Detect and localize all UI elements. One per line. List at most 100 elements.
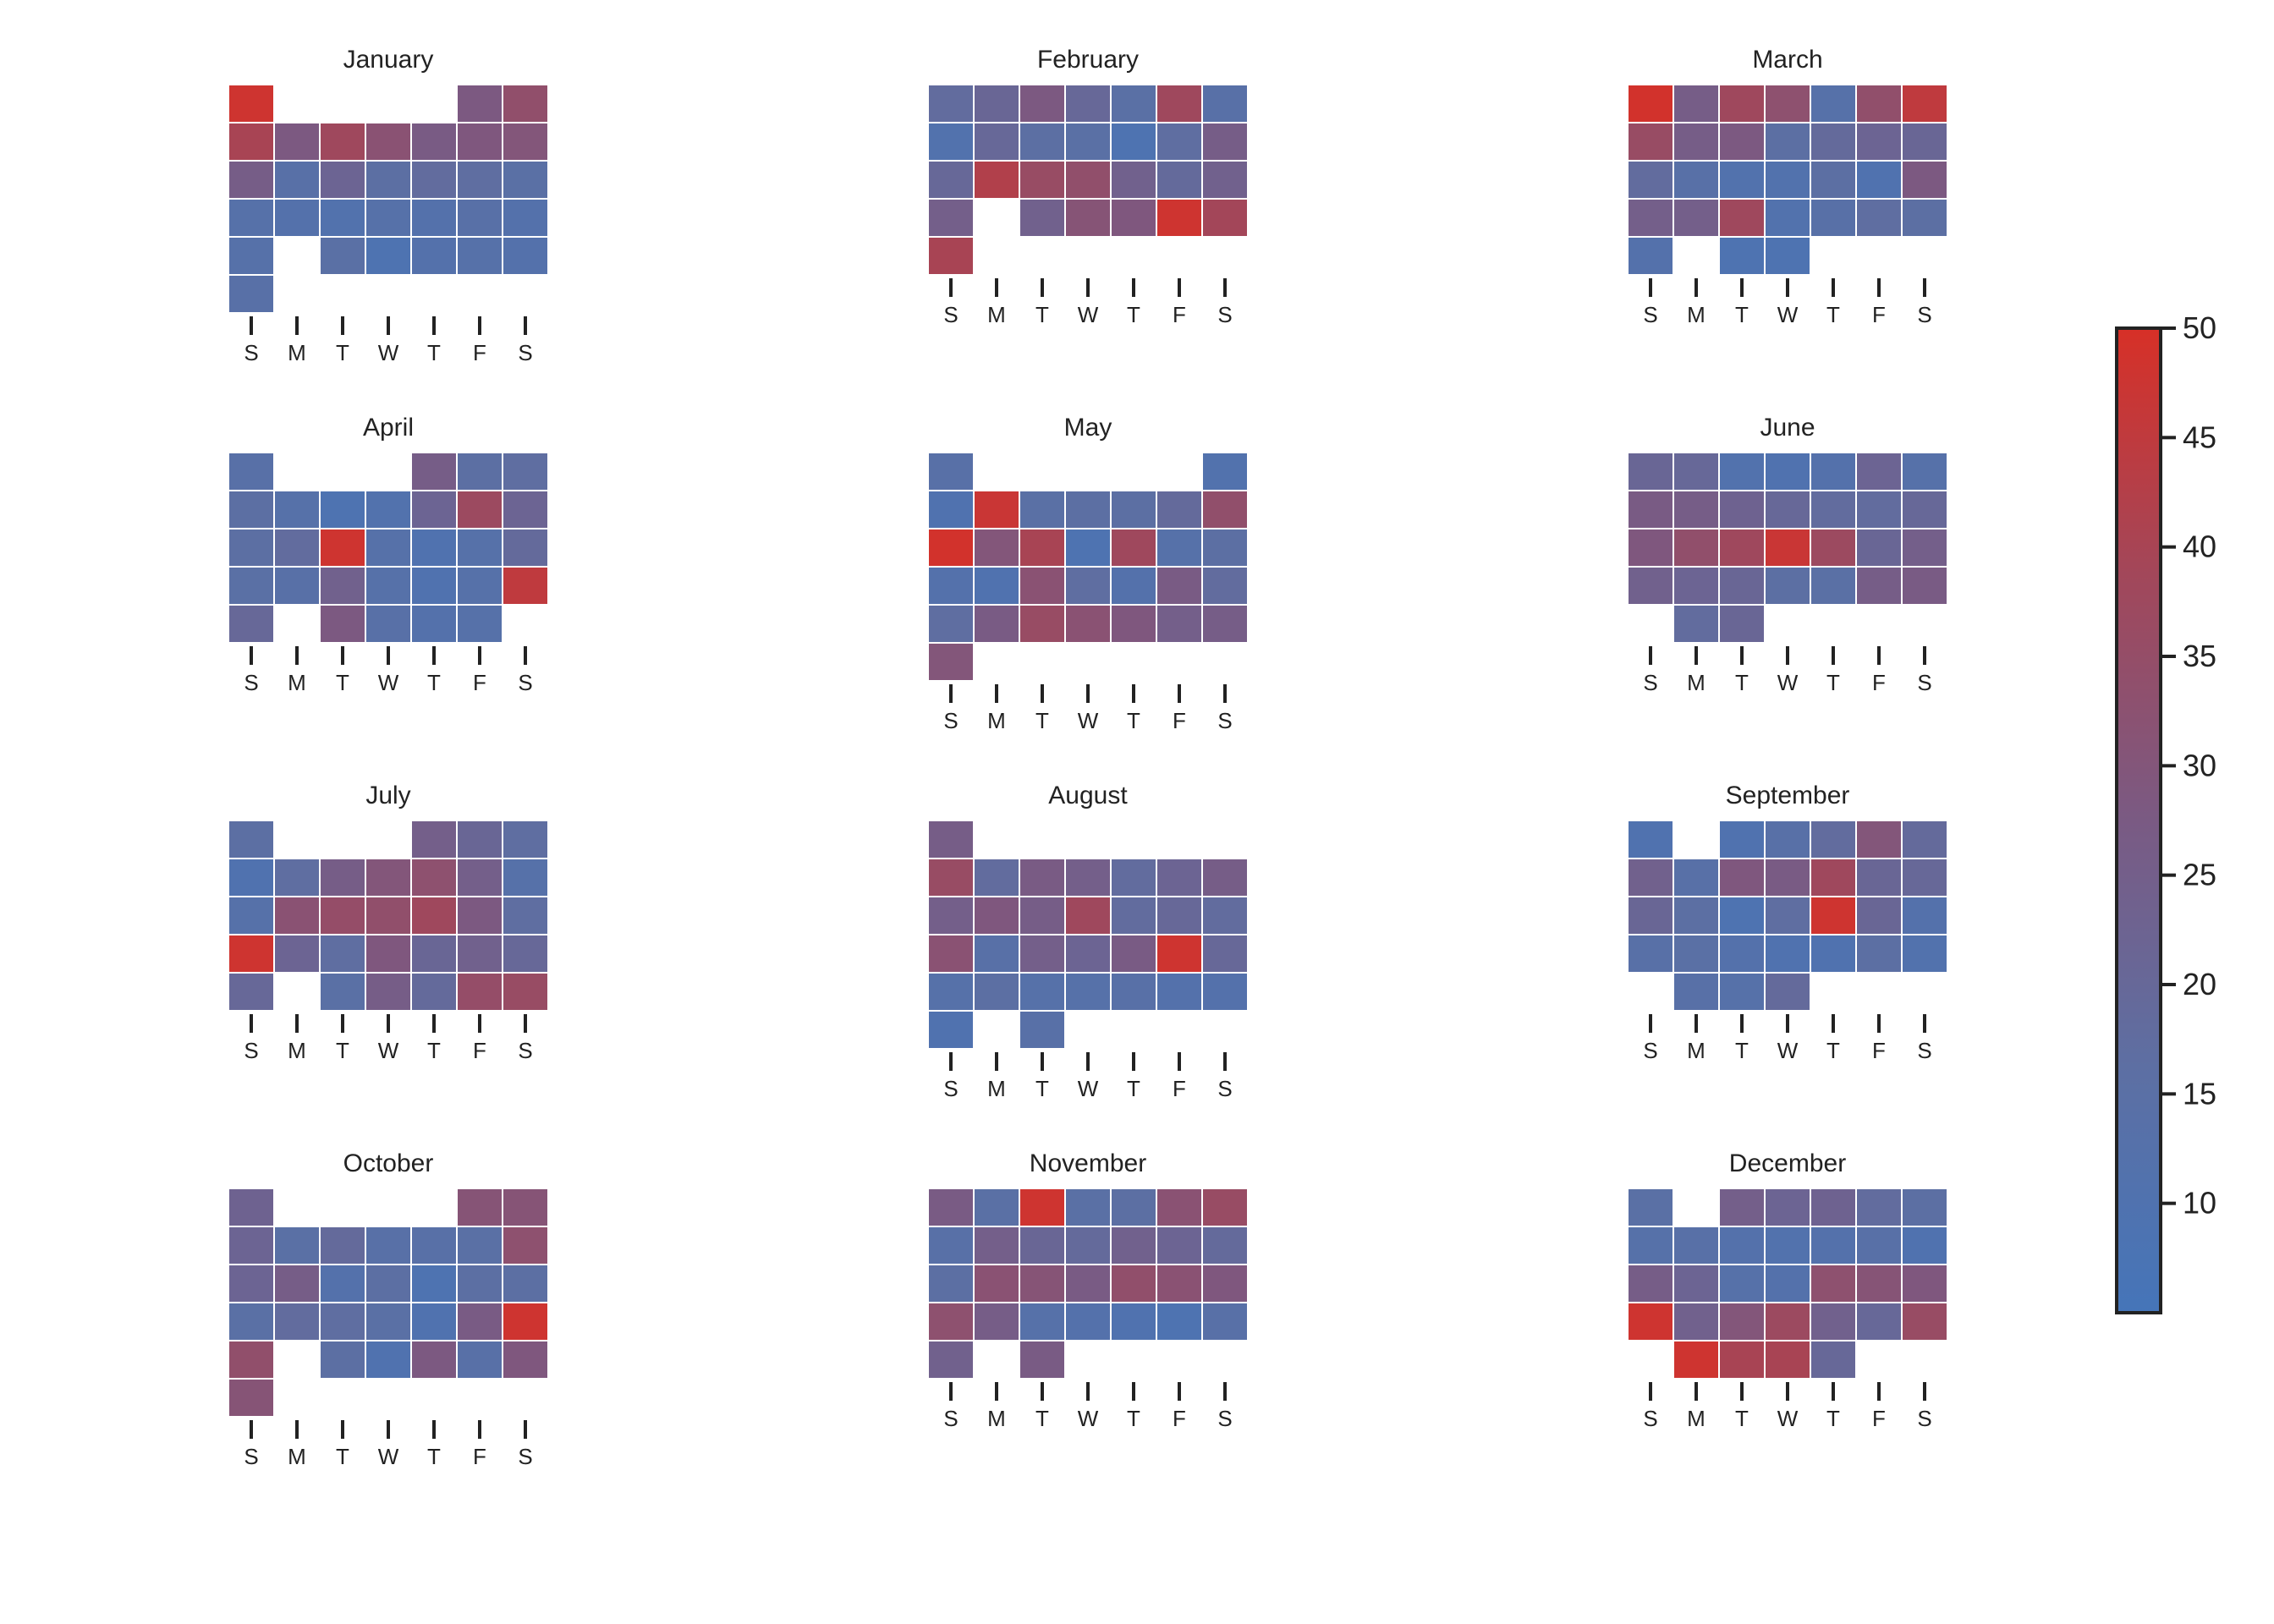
day-cell (1718, 858, 1766, 897)
day-cell (927, 642, 975, 682)
colorbar: 10 15 20 25 30 35 40 45 50 (2115, 310, 2216, 1314)
colorbar-tick-label: 50 (2183, 310, 2216, 345)
day-cell (1156, 1188, 1203, 1227)
day-cell (1810, 934, 1857, 974)
weekday-label: M (288, 1444, 306, 1469)
weekday-label: M (288, 340, 306, 365)
weekday-label: S (1217, 302, 1232, 327)
month-title: July (365, 782, 410, 809)
day-cell (365, 1264, 412, 1303)
day-cell (927, 1302, 975, 1341)
day-cell (1718, 490, 1766, 529)
day-cell (1201, 1302, 1249, 1341)
day-cell (1019, 566, 1066, 606)
day-cell (1810, 1340, 1857, 1380)
day-cell (927, 566, 975, 606)
day-cell (1064, 858, 1112, 897)
day-cell (365, 122, 412, 162)
weekday-label: S (244, 670, 258, 695)
day-cell (973, 934, 1020, 974)
day-cell (228, 972, 275, 1012)
month-title: January (343, 46, 434, 74)
day-cell (228, 236, 275, 276)
day-cell (410, 1226, 458, 1265)
day-cell (410, 198, 458, 238)
day-cell (1855, 1264, 1903, 1303)
month-title: March (1752, 46, 1822, 74)
weekday-label: M (987, 1406, 1006, 1431)
day-cell (365, 490, 412, 529)
weekday-label: W (378, 340, 399, 365)
day-cell (1201, 528, 1249, 568)
day-cell (228, 1340, 275, 1380)
day-cell (1064, 122, 1112, 162)
day-cell (273, 122, 321, 162)
day-cell (1110, 84, 1157, 123)
day-cell (456, 452, 503, 491)
day-cell (1901, 528, 1948, 568)
day-cell (1110, 896, 1157, 935)
month-title: October (343, 1149, 434, 1177)
day-cell (1627, 820, 1674, 859)
day-cell (1201, 896, 1249, 935)
weekday-label: M (288, 1038, 306, 1063)
weekday-label: T (427, 340, 441, 365)
day-cell (319, 604, 366, 644)
weekday-label: W (1777, 1406, 1799, 1431)
day-cell (228, 1188, 275, 1227)
day-cell (1064, 198, 1112, 238)
day-cell (973, 1188, 1020, 1227)
day-cell (927, 198, 975, 238)
day-cell (273, 858, 321, 897)
day-cell (1110, 972, 1157, 1012)
day-cell (973, 604, 1020, 644)
weekday-label: W (1777, 670, 1799, 695)
weekday-label: S (1217, 708, 1232, 733)
day-cell (1810, 84, 1857, 123)
day-cell (1673, 1264, 1720, 1303)
day-cell (927, 236, 975, 276)
day-cell (1855, 84, 1903, 123)
weekday-label: S (1643, 302, 1657, 327)
day-cell (502, 1302, 549, 1341)
weekday-label: T (1035, 1406, 1049, 1431)
weekday-label: T (1826, 302, 1840, 327)
day-cell (456, 566, 503, 606)
day-cell (1110, 1226, 1157, 1265)
day-cell (1064, 1226, 1112, 1265)
day-cell (1201, 972, 1249, 1012)
weekday-label: S (1917, 1038, 1931, 1063)
month-title: May (1064, 414, 1112, 442)
day-cell (1110, 858, 1157, 897)
day-cell (456, 1226, 503, 1265)
day-cell (1201, 198, 1249, 238)
day-cell (1156, 490, 1203, 529)
day-cell (273, 160, 321, 200)
day-cell (456, 934, 503, 974)
day-cell (1110, 934, 1157, 974)
day-cell (410, 236, 458, 276)
day-cell (927, 604, 975, 644)
day-cell (1110, 528, 1157, 568)
day-cell (410, 858, 458, 897)
day-cell (502, 1340, 549, 1380)
day-cell (1764, 896, 1811, 935)
day-cell (1673, 604, 1720, 644)
day-cell (1156, 1226, 1203, 1265)
weekday-label: M (987, 708, 1006, 733)
day-cell (1201, 1264, 1249, 1303)
weekday-label: M (1687, 670, 1706, 695)
day-cell (1064, 1302, 1112, 1341)
day-cell (1901, 896, 1948, 935)
day-cell (1810, 566, 1857, 606)
day-cell (973, 122, 1020, 162)
colorbar-tick-label: 15 (2183, 1076, 2216, 1111)
day-cell (502, 490, 549, 529)
weekday-label: S (518, 1038, 532, 1063)
weekday-label: S (943, 1076, 958, 1101)
day-cell (1764, 1188, 1811, 1227)
day-cell (927, 1010, 975, 1050)
weekday-label: M (1687, 1406, 1706, 1431)
day-cell (1673, 490, 1720, 529)
day-cell (502, 122, 549, 162)
